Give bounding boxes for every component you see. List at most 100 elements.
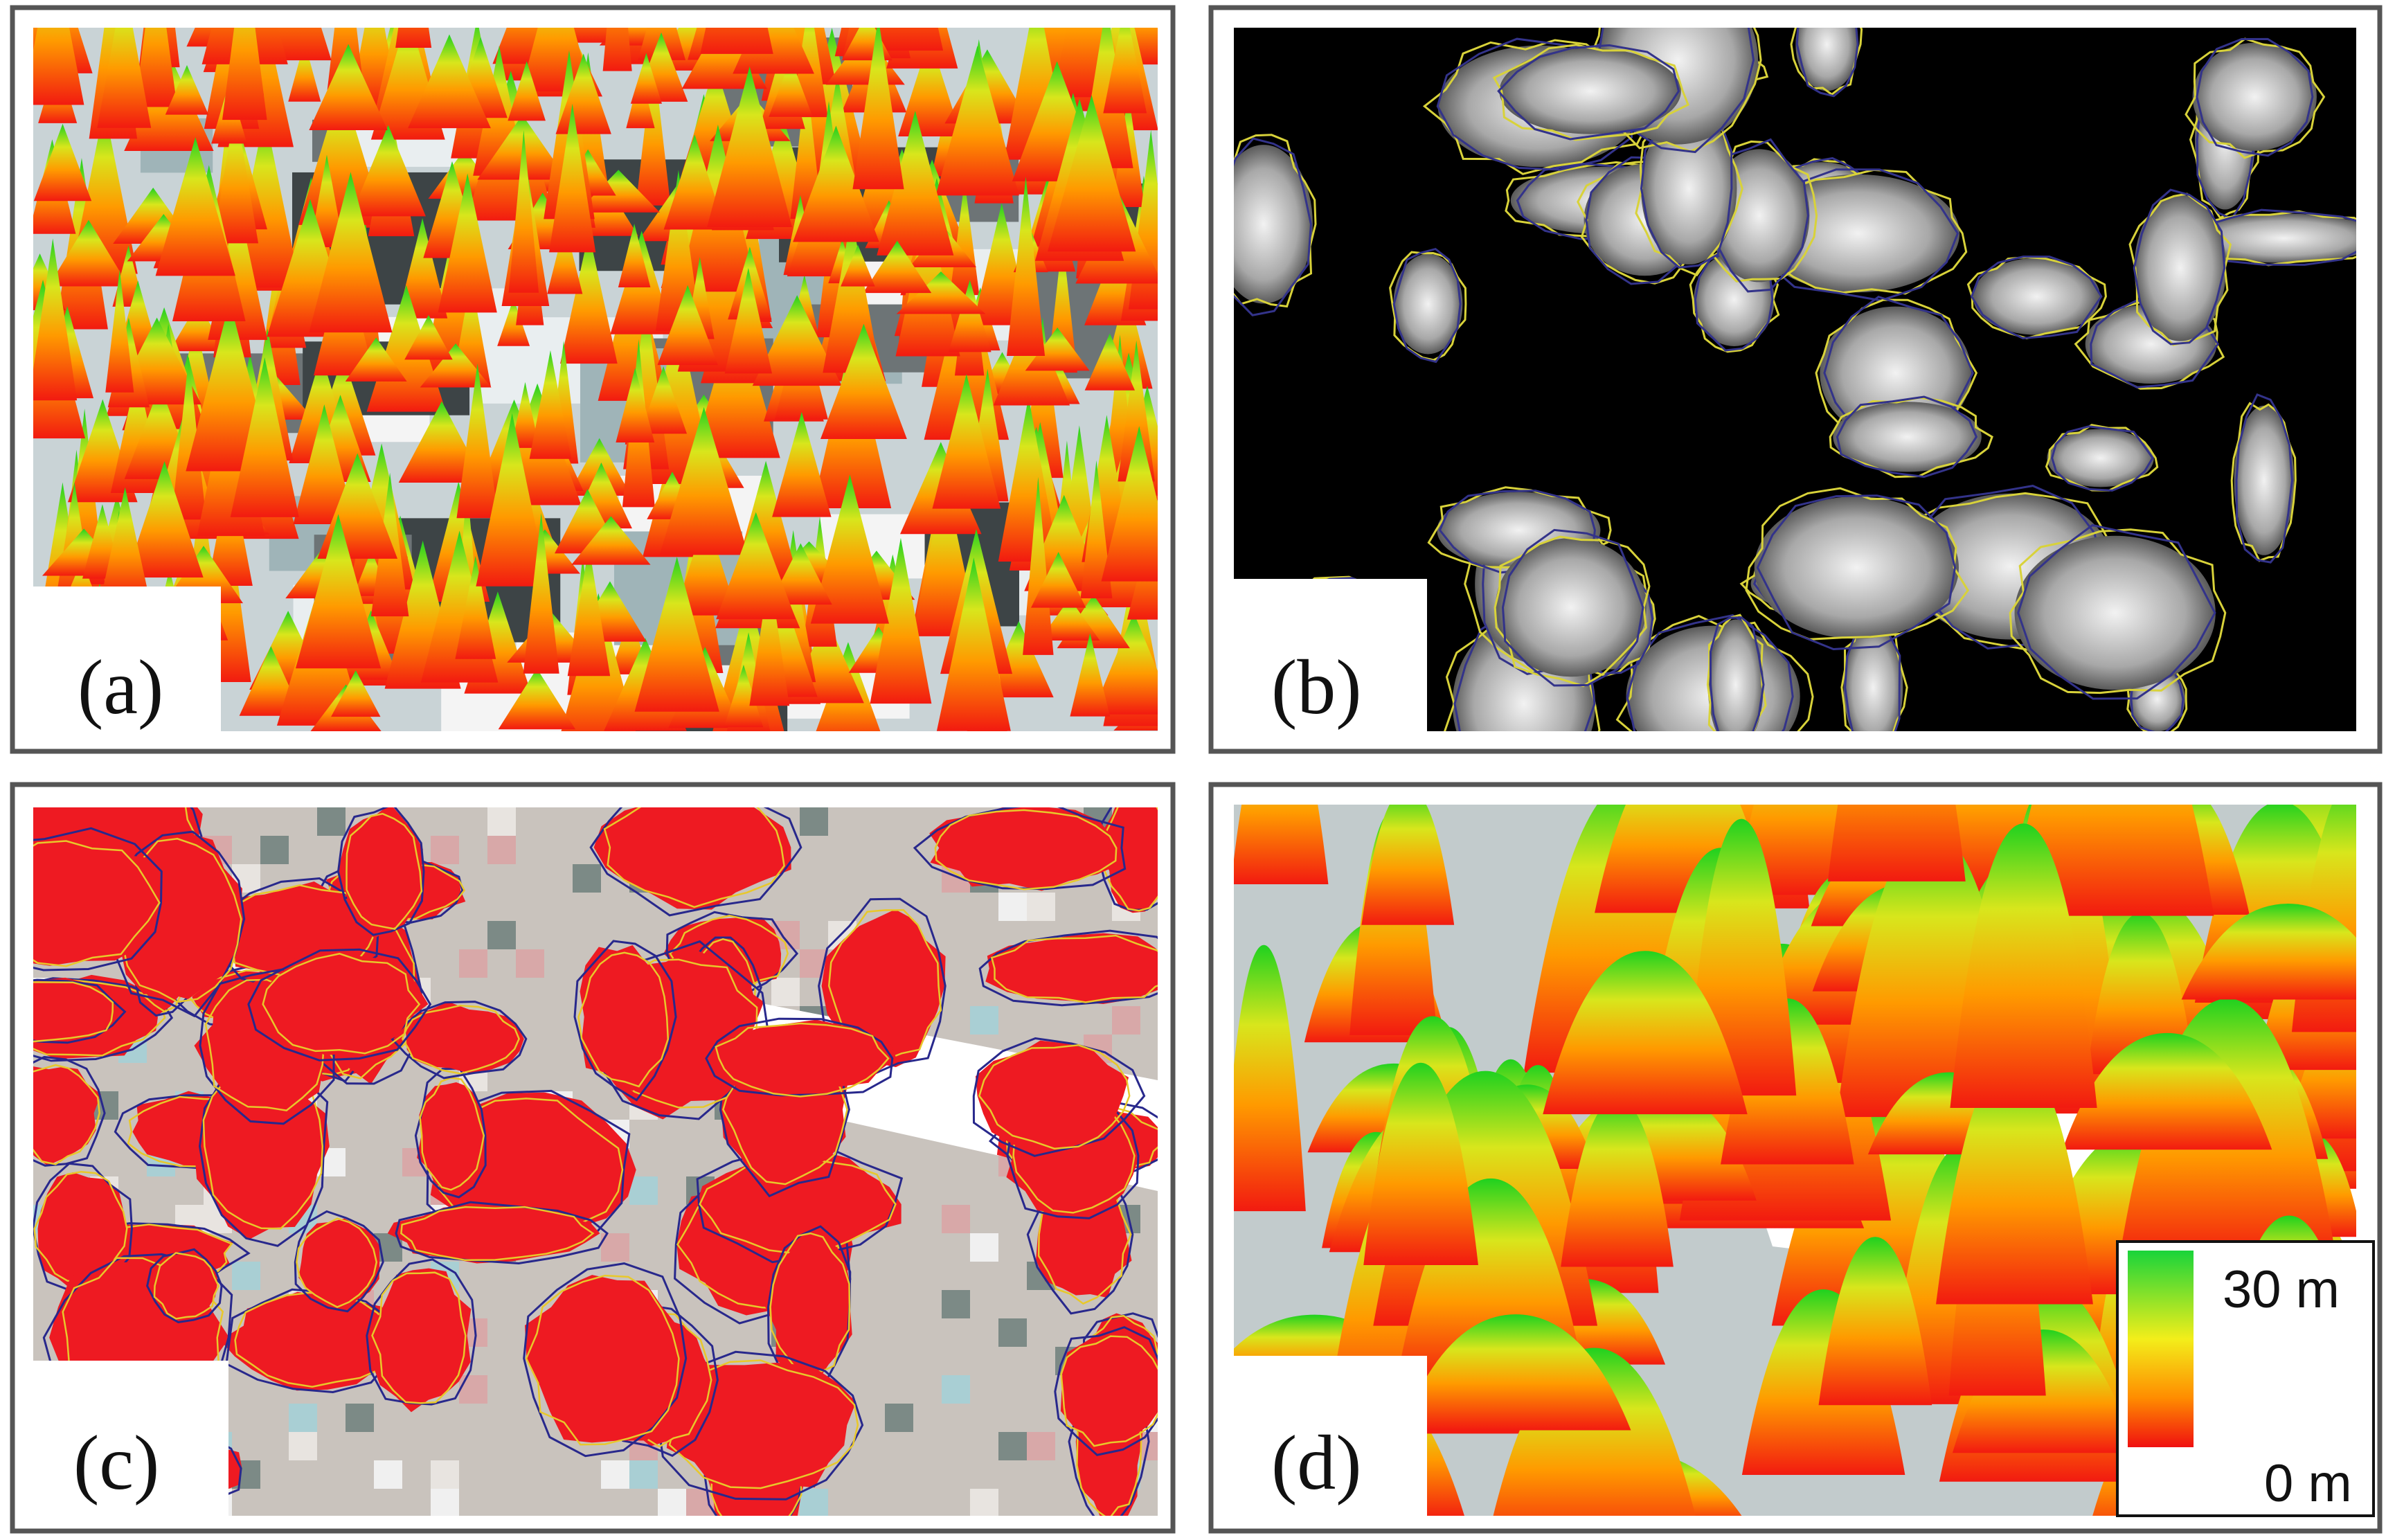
pixel: [516, 949, 544, 978]
crown: [298, 1218, 380, 1312]
crown-outline: [33, 827, 163, 972]
crown-outline: [913, 807, 1127, 890]
tree-peak: [296, 514, 382, 669]
tree-peak: [309, 44, 388, 130]
tree-peak: [456, 363, 499, 519]
tree-peak: [293, 404, 356, 525]
crown-outline: [2128, 192, 2232, 346]
pixel: [970, 1489, 998, 1516]
tree-peak: [213, 105, 259, 244]
pixel: [487, 807, 516, 836]
crown: [821, 909, 946, 1068]
crown-peak: [1234, 944, 1306, 1212]
tree-peak: [33, 123, 92, 202]
tree-peak: [618, 224, 651, 287]
tree-peak: [1092, 612, 1158, 715]
crown: [580, 944, 672, 1091]
crown-peak: [1561, 1098, 1674, 1267]
crown: [1234, 145, 1313, 304]
tree-peak: [769, 543, 832, 605]
tree-outline: [33, 979, 166, 1057]
crown-peak: [2062, 1032, 2272, 1150]
tree-peak: [350, 125, 426, 217]
tree-outline: [669, 915, 789, 991]
tree-peak: [408, 34, 491, 129]
segment-outline: [1970, 256, 2103, 340]
tree-peak: [810, 474, 889, 624]
crown: [194, 1062, 330, 1239]
tree-outline: [1060, 1335, 1158, 1447]
pixel: [800, 807, 828, 836]
segment-outline: [1392, 247, 1462, 364]
label-box: [1234, 1356, 1427, 1516]
pixel: [431, 836, 459, 864]
panel-label: (c): [73, 1420, 159, 1506]
tree-peak: [310, 154, 344, 247]
crown: [1843, 623, 1903, 731]
tree-outline: [419, 1077, 485, 1191]
crown-outline: [33, 977, 174, 1062]
crown-outline: [705, 1017, 894, 1097]
segment-outline: [1795, 28, 1859, 98]
tree-outline: [153, 1252, 219, 1320]
crown: [1100, 807, 1158, 913]
crown-outline: [818, 897, 947, 1077]
crown-outline: [146, 1248, 223, 1324]
crown: [525, 1275, 688, 1443]
crown-peak: [1361, 805, 1455, 925]
crown-outline: [337, 807, 425, 936]
pixel: [459, 1375, 487, 1404]
crown: [1973, 258, 2101, 335]
pixel: [942, 1375, 970, 1404]
label-box: [1234, 579, 1427, 731]
tree-outline: [346, 812, 423, 930]
segment-outline: [1710, 616, 1765, 731]
tree-peak: [1084, 333, 1136, 391]
pixel: [601, 1460, 629, 1489]
pixel: [573, 864, 601, 893]
tree-peak: [636, 53, 671, 206]
tree-peak: [1070, 633, 1111, 717]
tree-peak: [716, 512, 796, 620]
tree-peak: [707, 66, 793, 228]
crown-outline: [1706, 614, 1767, 731]
tree-peak: [936, 557, 1011, 731]
tree-peak: [165, 64, 209, 115]
tree-outline: [769, 1232, 851, 1373]
crown-peak: [1936, 1055, 2093, 1305]
crown: [1795, 28, 1858, 91]
tree-peak: [898, 37, 962, 136]
segment-outline: [2133, 188, 2226, 346]
crown: [1499, 48, 1681, 134]
tree-peak: [793, 125, 879, 242]
crown: [405, 1001, 524, 1074]
crown-peak: [2181, 904, 2356, 1000]
tree-peak: [33, 238, 78, 401]
crown-outline: [589, 807, 802, 917]
tree-outline: [525, 1274, 680, 1446]
tree-peak: [659, 406, 748, 555]
tree-peak: [345, 337, 407, 382]
tree-peak: [547, 223, 583, 294]
pixel: [1112, 1006, 1140, 1035]
pixel: [686, 1489, 715, 1516]
pixel: [771, 978, 800, 1006]
crown-outline: [972, 1037, 1146, 1157]
tree-peak: [1006, 176, 1046, 357]
segment-outline: [1497, 44, 1680, 141]
tree-peak: [1080, 460, 1113, 599]
crown-peak: [1950, 823, 2097, 1109]
tree-peak: [630, 53, 662, 104]
crown: [1495, 538, 1647, 677]
crown: [219, 1291, 402, 1391]
crown: [1754, 496, 1959, 639]
tree-peak: [863, 240, 932, 294]
crown: [2234, 405, 2295, 555]
crown: [387, 1203, 600, 1264]
tree-peak: [171, 357, 206, 520]
tree-peak: [657, 285, 718, 366]
tree-peak: [700, 28, 773, 54]
tree-peak: [560, 232, 618, 364]
